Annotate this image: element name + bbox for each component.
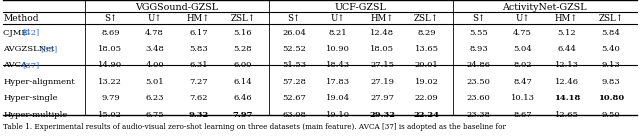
Text: 51.53: 51.53 (282, 61, 306, 70)
Text: 9.83: 9.83 (602, 78, 620, 86)
Text: 27.97: 27.97 (371, 94, 394, 102)
Text: [42]: [42] (22, 29, 39, 37)
Text: 19.10: 19.10 (326, 111, 350, 119)
Text: 10.13: 10.13 (511, 94, 534, 102)
Text: 18.05: 18.05 (371, 45, 394, 53)
Text: 52.52: 52.52 (282, 45, 306, 53)
Text: 6.46: 6.46 (234, 94, 252, 102)
Text: 10.90: 10.90 (326, 45, 350, 53)
Text: VGGSound-GZSL: VGGSound-GZSL (135, 3, 218, 12)
Text: 22.24: 22.24 (413, 111, 440, 119)
Text: ZSL↑: ZSL↑ (230, 14, 255, 23)
Text: 23.50: 23.50 (467, 78, 490, 86)
Text: ZSL↑: ZSL↑ (598, 14, 623, 23)
Text: 63.08: 63.08 (282, 111, 306, 119)
Text: 7.27: 7.27 (189, 78, 208, 86)
Text: 8.93: 8.93 (469, 45, 488, 53)
Text: 13.65: 13.65 (415, 45, 438, 53)
Text: 9.79: 9.79 (101, 94, 120, 102)
Text: 23.38: 23.38 (467, 111, 490, 119)
Text: 7.97: 7.97 (232, 111, 253, 119)
Text: 26.04: 26.04 (282, 29, 306, 37)
Text: 5.28: 5.28 (234, 45, 252, 53)
Text: ZSL↑: ZSL↑ (414, 14, 439, 23)
Text: 4.00: 4.00 (145, 61, 164, 70)
Text: S↑: S↑ (472, 14, 485, 23)
Text: U↑: U↑ (147, 14, 162, 23)
Text: 6.75: 6.75 (145, 111, 164, 119)
Text: ActivityNet-GZSL: ActivityNet-GZSL (502, 3, 587, 12)
Text: 52.67: 52.67 (282, 94, 306, 102)
Text: 8.29: 8.29 (417, 29, 436, 37)
Text: 14.90: 14.90 (99, 61, 122, 70)
Text: 9.13: 9.13 (602, 61, 620, 70)
Text: HM↑: HM↑ (371, 14, 394, 23)
Text: 5.16: 5.16 (234, 29, 252, 37)
Text: 9.50: 9.50 (602, 111, 620, 119)
Text: 15.02: 15.02 (99, 111, 122, 119)
Text: 19.04: 19.04 (326, 94, 350, 102)
Text: 5.12: 5.12 (557, 29, 576, 37)
Text: HM↑: HM↑ (187, 14, 211, 23)
Text: 8.69: 8.69 (101, 29, 120, 37)
Text: 6.14: 6.14 (234, 78, 252, 86)
Text: HM↑: HM↑ (555, 14, 579, 23)
Text: 18.05: 18.05 (99, 45, 122, 53)
Text: 6.31: 6.31 (189, 61, 208, 70)
Text: CJME: CJME (3, 29, 30, 37)
Text: 29.32: 29.32 (369, 111, 396, 119)
Text: U↑: U↑ (515, 14, 530, 23)
Text: 24.86: 24.86 (467, 61, 490, 70)
Text: AVGZSLNet: AVGZSLNet (3, 45, 57, 53)
Text: Hyper-alignment: Hyper-alignment (3, 78, 75, 86)
Text: 17.83: 17.83 (326, 78, 350, 86)
Text: S↑: S↑ (104, 14, 117, 23)
Text: 5.55: 5.55 (469, 29, 488, 37)
Text: Method: Method (3, 14, 38, 23)
Text: Table 1. Experimental results of audio-visual zero-shot learning on three datase: Table 1. Experimental results of audio-v… (3, 123, 506, 131)
Text: 14.18: 14.18 (554, 94, 580, 102)
Text: AVCA: AVCA (3, 61, 30, 70)
Text: 12.48: 12.48 (371, 29, 394, 37)
Text: 22.09: 22.09 (415, 94, 438, 102)
Text: 20.01: 20.01 (415, 61, 438, 70)
Text: 12.13: 12.13 (555, 61, 579, 70)
Text: 5.01: 5.01 (145, 78, 164, 86)
Text: Hyper-multiple: Hyper-multiple (3, 111, 67, 119)
Text: 8.47: 8.47 (513, 78, 532, 86)
Text: UCF-GZSL: UCF-GZSL (334, 3, 386, 12)
Text: 13.22: 13.22 (99, 78, 122, 86)
Text: U↑: U↑ (331, 14, 346, 23)
Text: 10.80: 10.80 (598, 94, 624, 102)
Text: 3.48: 3.48 (145, 45, 164, 53)
Text: 8.67: 8.67 (513, 111, 532, 119)
Text: 8.21: 8.21 (329, 29, 348, 37)
Text: 4.78: 4.78 (145, 29, 164, 37)
Text: 5.04: 5.04 (513, 45, 532, 53)
Text: 19.02: 19.02 (415, 78, 438, 86)
Text: 12.65: 12.65 (555, 111, 579, 119)
Text: 6.00: 6.00 (234, 61, 252, 70)
Text: 6.17: 6.17 (189, 29, 208, 37)
Text: 5.40: 5.40 (602, 45, 620, 53)
Text: S↑: S↑ (287, 14, 301, 23)
Text: Hyper-single: Hyper-single (3, 94, 58, 102)
Text: 5.84: 5.84 (602, 29, 620, 37)
Text: 27.15: 27.15 (371, 61, 394, 70)
Text: 6.44: 6.44 (557, 45, 576, 53)
Text: 18.43: 18.43 (326, 61, 350, 70)
Text: [37]: [37] (22, 61, 39, 70)
Text: 9.32: 9.32 (189, 111, 209, 119)
Text: 27.19: 27.19 (371, 78, 394, 86)
Text: 57.28: 57.28 (282, 78, 306, 86)
Text: 4.75: 4.75 (513, 29, 532, 37)
Text: 7.62: 7.62 (189, 94, 208, 102)
Text: 5.83: 5.83 (189, 45, 208, 53)
Text: 23.60: 23.60 (467, 94, 490, 102)
Text: [35]: [35] (40, 45, 58, 53)
Text: 6.23: 6.23 (145, 94, 164, 102)
Text: 12.46: 12.46 (555, 78, 579, 86)
Text: 8.02: 8.02 (513, 61, 532, 70)
